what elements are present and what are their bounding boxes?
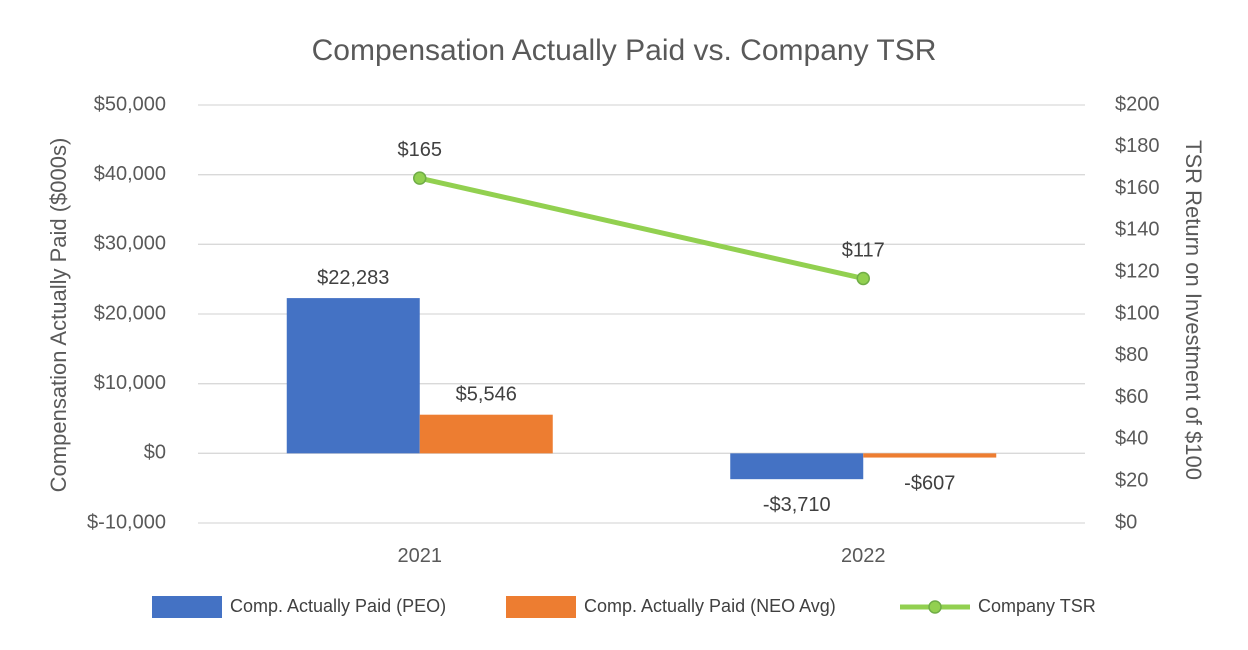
right-tick-label: $120 [1115,260,1160,282]
data-label: $22,283 [317,267,389,289]
bar [286,298,420,454]
right-tick-label: $200 [1115,93,1160,115]
tsr-point [856,271,870,286]
left-axis-title: Compensation Actually Paid ($000s) [46,138,71,493]
left-tick-label: $30,000 [94,233,166,255]
left-axis-ticks: $50,000 $40,000 $30,000 $20,000 $10,000 $0 $-1… [87,93,166,533]
x-axis-ticks: 2021 2022 [398,545,886,567]
legend-swatch [506,596,576,618]
left-tick-label: $20,000 [94,302,166,324]
right-tick-label: $180 [1115,135,1160,157]
legend-label: Comp. Actually Paid (NEO Avg) [584,596,836,616]
legend-label: Company TSR [978,596,1096,616]
tsr-line [413,171,870,286]
data-label: $165 [398,139,443,161]
right-tick-label: $160 [1115,177,1160,199]
right-tick-label: $80 [1115,344,1148,366]
left-tick-label: $-10,000 [87,511,166,533]
bars [286,298,997,480]
data-label: -$607 [904,473,955,495]
left-tick-label: $10,000 [94,372,166,394]
tsr-point [413,171,427,185]
right-tick-label: $100 [1115,302,1160,324]
data-label: $5,546 [456,384,517,406]
tsr-line-path [419,175,864,281]
legend-swatch [152,596,222,618]
right-tick-label: $140 [1115,219,1160,241]
right-tick-label: $60 [1115,386,1148,408]
bar [863,453,997,458]
bar [419,414,553,454]
right-axis-title: TSR Return on Investment of $100 [1181,140,1206,480]
x-tick-label: 2022 [841,545,886,567]
chart-title: Compensation Actually Paid vs. Company T… [312,34,937,67]
data-label: $117 [842,239,885,261]
right-tick-label: $0 [1115,511,1137,533]
left-tick-label: $50,000 [94,93,166,115]
data-labels: $22,283 $5,546 -$3,710 -$607 $165 $117 [317,139,955,516]
left-tick-label: $40,000 [94,163,166,185]
left-tick-label: $0 [144,442,166,464]
data-label: -$3,710 [763,494,831,516]
right-tick-label: $40 [1115,428,1148,450]
right-tick-label: $20 [1115,469,1148,491]
right-axis-ticks: $200 $180 $160 $140 $120 $100 $80 $60 $40 $20 $0 [1115,93,1160,533]
legend: Comp. Actually Paid (PEO) Comp. Actually … [152,596,1096,618]
x-tick-label: 2021 [398,545,443,567]
legend-marker [928,600,942,614]
legend-label: Comp. Actually Paid (PEO) [230,596,446,616]
bar [730,453,864,480]
